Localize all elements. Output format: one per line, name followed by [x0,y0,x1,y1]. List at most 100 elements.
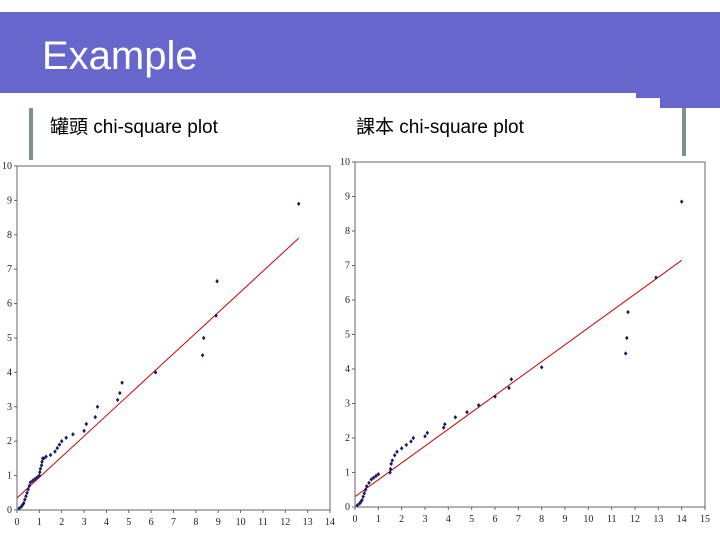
fit-line [354,259,682,498]
data-point [42,456,46,461]
x-tick-label: 12 [280,517,290,528]
y-tick-label: 0 [345,502,350,513]
data-point [476,403,481,408]
data-point [33,476,37,482]
data-point [360,497,364,503]
data-point [404,442,409,448]
x-tick-label: 1 [37,517,42,528]
data-point [367,480,371,486]
data-point [201,335,206,341]
x-tick-label: 5 [126,517,131,528]
data-point [95,404,100,409]
x-tick-label: 2 [59,517,64,528]
data-point [38,469,42,475]
data-point [93,414,98,420]
x-tick-label: 14 [325,517,335,528]
data-point [388,470,392,475]
y-tick-label: 0 [7,505,12,516]
data-point [21,500,26,506]
y-tick-label: 4 [345,364,350,375]
data-point [423,434,427,439]
y-tick-label: 3 [345,399,350,410]
y-tick-label: 7 [345,261,350,272]
data-point [17,506,22,511]
slide-title: Example [42,34,198,78]
data-point [57,442,62,447]
y-tick-label: 8 [345,226,350,237]
data-point [507,385,511,391]
data-point [64,435,68,440]
plot-frame [16,165,331,511]
x-tick-label: 8 [539,514,544,525]
data-point [53,449,57,454]
x-tick-label: 2 [399,514,404,525]
x-tick-label: 13 [653,514,663,525]
data-point [392,453,397,458]
data-point [26,487,30,492]
x-tick-label: 4 [446,514,451,525]
data-point [38,466,43,471]
left-accent-bar [29,108,33,160]
data-point [19,504,24,509]
data-point [82,428,86,434]
data-point [30,478,35,483]
x-tick-label: 11 [258,517,268,528]
data-point [35,475,39,480]
data-point [623,351,628,356]
x-tick-label: 3 [423,514,428,525]
y-tick-label: 5 [7,333,12,344]
x-tick-label: 11 [607,514,617,525]
y-tick-label: 1 [7,471,12,482]
data-point [399,446,404,451]
x-tick-label: 0 [15,517,20,528]
data-point [40,459,44,465]
x-tick-label: 5 [469,514,474,525]
data-point [493,394,497,399]
data-point [39,463,44,468]
data-point [215,279,219,284]
y-tick-label: 10 [2,161,12,172]
x-tick-label: 10 [583,514,593,525]
data-point [363,487,368,492]
y-tick-label: 8 [7,230,12,241]
x-tick-label: 4 [104,517,109,528]
y-tick-label: 2 [7,436,12,447]
x-tick-label: 9 [216,517,221,528]
y-tick-label: 9 [345,192,350,203]
data-point [84,421,89,427]
y-tick-label: 10 [340,157,350,168]
data-point [409,439,413,444]
data-point [115,397,120,403]
x-tick-label: 7 [516,514,521,525]
x-tick-label: 9 [563,514,568,525]
chart-2-heading: 課本 chi-square plot [356,117,524,138]
data-point [654,275,658,280]
chart-1-heading: 罐頭 chi-square plot [50,117,218,138]
y-tick-label: 3 [7,402,12,413]
data-point [118,390,122,396]
data-point [27,483,32,489]
y-tick-label: 4 [7,367,12,378]
x-tick-label: 8 [193,517,198,528]
data-point [679,199,684,204]
data-point [55,445,60,451]
data-point [374,473,378,479]
data-point [24,494,28,499]
x-tick-label: 7 [171,517,176,528]
data-point [296,201,301,207]
y-tick-label: 6 [7,299,12,310]
data-point [59,439,64,444]
data-point [200,353,205,358]
title-bar-corner [660,12,720,108]
x-tick-label: 15 [700,514,710,525]
title-underline [0,93,636,98]
data-point [37,473,42,478]
data-point [214,313,218,318]
data-point [625,335,629,341]
data-point [395,449,399,454]
y-tick-label: 6 [345,295,350,306]
y-tick-label: 5 [345,330,350,341]
x-tick-label: 0 [353,514,358,525]
data-point [23,497,27,502]
data-point [465,409,469,415]
